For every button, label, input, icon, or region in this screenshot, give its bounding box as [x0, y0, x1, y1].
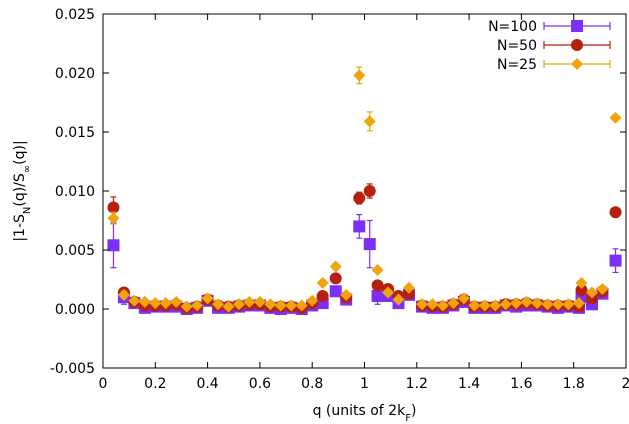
data-point [274, 299, 287, 312]
data-point [232, 298, 245, 311]
y-tick-label: 0.005 [55, 243, 95, 259]
data-point [478, 299, 491, 312]
x-tick-label: 0.2 [144, 376, 166, 392]
x-tick-label: 1.8 [563, 376, 585, 392]
data-point [149, 297, 162, 310]
data-point [363, 115, 376, 128]
legend-marker [571, 20, 583, 32]
legend-label: N=100 [488, 19, 537, 35]
data-point [316, 290, 329, 303]
data-point [541, 298, 554, 311]
data-point [371, 279, 384, 292]
data-point [520, 295, 533, 308]
data-point [572, 297, 585, 310]
data-point [499, 298, 512, 311]
series-n-25 [107, 66, 622, 313]
data-point [510, 297, 523, 310]
x-tick-label: 0.6 [249, 376, 271, 392]
x-tick-label: 1 [360, 376, 369, 392]
data-point [329, 285, 342, 298]
data-point [138, 295, 151, 308]
data-point [107, 201, 120, 214]
data-point [191, 299, 204, 312]
data-point [363, 238, 376, 251]
data-point [264, 298, 277, 311]
data-point [243, 295, 256, 308]
data-point [201, 292, 214, 305]
y-tick-label: 0.025 [55, 7, 95, 23]
data-point [107, 212, 120, 225]
x-tick-label: 0 [99, 376, 108, 392]
data-point [353, 69, 366, 82]
data-point [107, 239, 120, 252]
data-point [447, 297, 460, 310]
data-point [468, 299, 481, 312]
data-point [222, 300, 235, 313]
y-tick-label: 0.010 [55, 184, 95, 200]
data-point [353, 192, 366, 205]
data-point [552, 298, 565, 311]
data-point [609, 254, 622, 267]
legend-label: N=25 [497, 57, 537, 73]
x-tick-label: 0.4 [196, 376, 218, 392]
data-point [329, 272, 342, 285]
data-point [586, 286, 599, 299]
legend-label: N=50 [497, 38, 537, 54]
data-point [353, 220, 366, 233]
data-point [340, 288, 353, 301]
data-point [306, 294, 319, 307]
data-point [436, 299, 449, 312]
data-point [382, 286, 395, 299]
legend-marker [571, 58, 583, 70]
x-axis-title: q (units of 2kF) [313, 403, 417, 424]
data-point [596, 282, 609, 295]
y-tick-label: 0.015 [55, 125, 95, 141]
x-tick-label: 1.4 [458, 376, 480, 392]
data-point [575, 277, 588, 290]
legend: N=100 N=50 N=25 [488, 19, 611, 73]
data-point [329, 260, 342, 273]
data-point [371, 264, 384, 277]
x-tick-label: 0.8 [301, 376, 323, 392]
data-point [416, 298, 429, 311]
axes: 0 0.2 0.4 0.6 0.8 1 1.2 1.4 1.6 1.8 2 -0.005 0.000 0.… [50, 7, 629, 392]
data-point [457, 292, 470, 305]
data-point [363, 185, 376, 197]
data-point [609, 111, 622, 124]
data-point [170, 295, 183, 308]
data-point [531, 297, 544, 310]
series-n-100 [107, 214, 622, 315]
y-tick-label: 0.020 [55, 66, 95, 82]
data-point [253, 295, 266, 308]
data-point [402, 281, 415, 294]
data-point [295, 299, 308, 312]
x-tick-label: 2 [622, 376, 629, 392]
data-point [285, 299, 298, 312]
data-point [489, 299, 502, 312]
data-point [316, 277, 329, 290]
data-point [426, 298, 439, 311]
data-point [392, 293, 405, 306]
data-point [575, 284, 588, 297]
x-tick-label: 1.2 [406, 376, 428, 392]
y-tick-label: 0.000 [55, 302, 95, 318]
data-point [128, 294, 141, 307]
data-point [371, 290, 384, 303]
data-point [180, 300, 193, 313]
data-point [117, 288, 130, 301]
y-tick-label: -0.005 [50, 361, 95, 377]
legend-marker [571, 39, 583, 51]
data-point [562, 298, 575, 311]
x-tick-label: 1.6 [510, 376, 532, 392]
data-point [609, 206, 622, 219]
data-point [212, 298, 225, 311]
y-axis-title: |1-SN(q)/S∞(q)| [12, 140, 33, 241]
data-point [159, 297, 172, 310]
data-points [107, 66, 622, 315]
